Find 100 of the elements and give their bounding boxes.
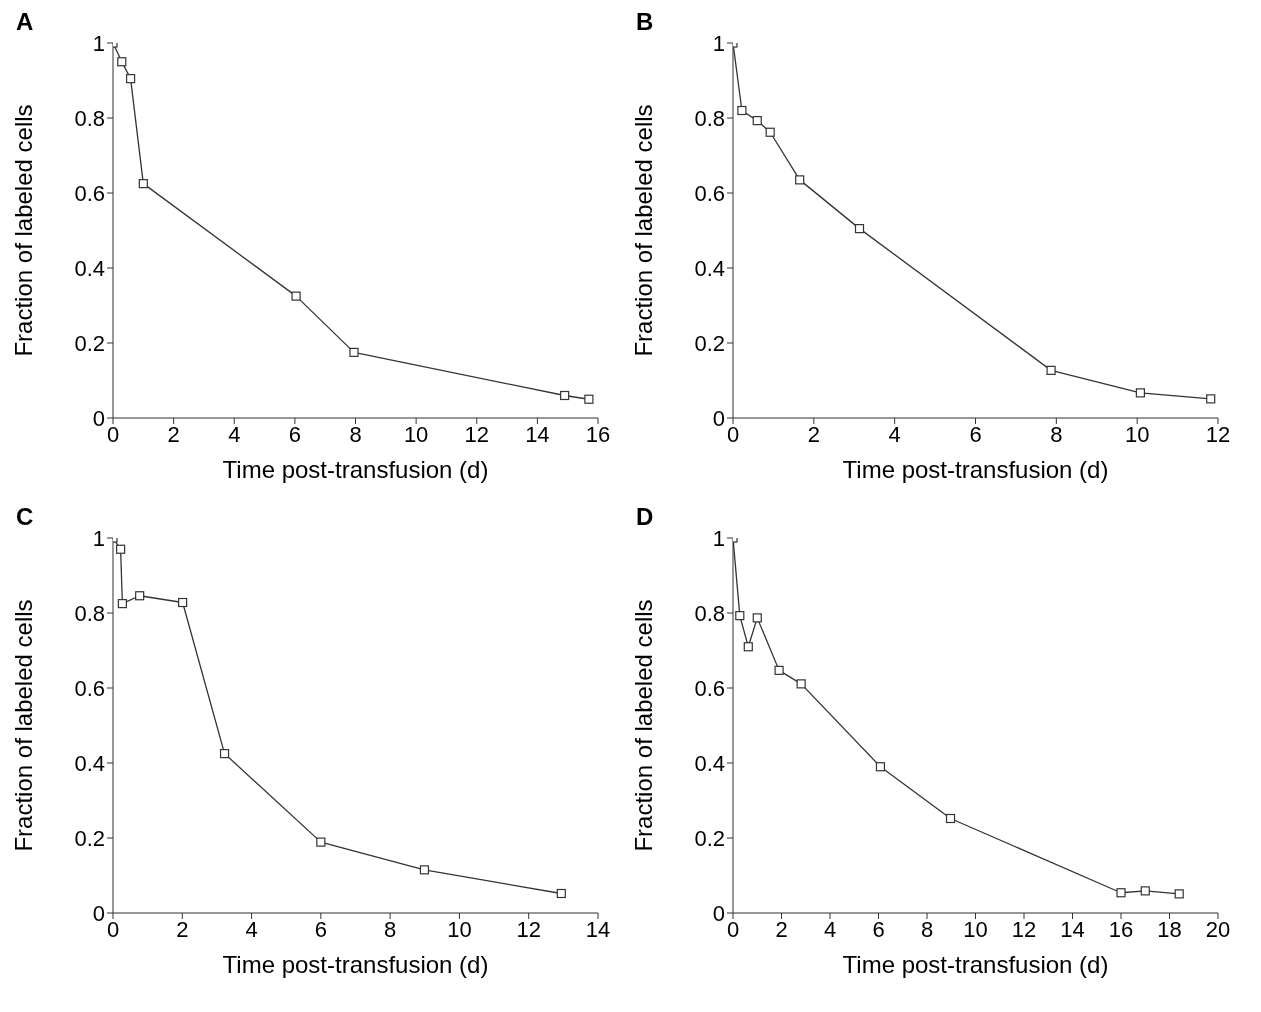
y-tick-label: 0.2 xyxy=(694,330,725,356)
point xyxy=(560,390,570,401)
point xyxy=(774,665,784,675)
x-tick-label: 10 xyxy=(447,916,472,942)
x-tick-label: 2 xyxy=(775,916,788,942)
x-tick-label: 12 xyxy=(464,421,489,447)
point xyxy=(349,347,359,357)
point xyxy=(316,837,326,847)
point xyxy=(138,179,148,189)
x-tick-label: 8 xyxy=(384,916,397,942)
point xyxy=(1140,886,1150,896)
point xyxy=(125,74,136,84)
x-tick-label: 2 xyxy=(176,916,189,942)
point xyxy=(854,224,865,234)
point xyxy=(752,116,762,126)
point xyxy=(743,642,753,652)
y-tick-label: 0.8 xyxy=(74,105,105,131)
point xyxy=(1116,888,1126,898)
y-tick-label: 0.4 xyxy=(694,750,725,776)
x-tick-label: 4 xyxy=(228,421,241,447)
y-tick-label: 0.6 xyxy=(74,180,105,206)
x-tick-label: 10 xyxy=(403,421,429,447)
point xyxy=(116,544,126,554)
y-tick-label: 0.8 xyxy=(74,600,105,626)
y-tick-label: 0.2 xyxy=(694,825,725,851)
x-tick-label: 10 xyxy=(963,916,988,942)
x-axis-title: Time post-transfusion (d) xyxy=(842,456,1109,483)
y-tick-label: 0.4 xyxy=(694,255,725,281)
chart-title: A xyxy=(16,8,34,36)
x-tick-label: 14 xyxy=(1060,916,1085,942)
x-tick-label: 14 xyxy=(525,421,550,447)
point xyxy=(178,597,188,608)
x-tick-label: 16 xyxy=(585,421,611,447)
point xyxy=(945,813,956,824)
x-tick-label: 12 xyxy=(1011,916,1037,942)
y-tick-label: 0 xyxy=(92,405,105,431)
point xyxy=(1174,889,1184,899)
y-tick-label: 1 xyxy=(92,30,105,56)
y-tick-label: 0 xyxy=(712,405,725,431)
point xyxy=(1206,394,1216,404)
x-tick-label: 2 xyxy=(167,421,180,447)
y-tick-label: 0.8 xyxy=(694,600,725,626)
x-tick-label: 10 xyxy=(1124,421,1150,447)
point xyxy=(1135,388,1145,398)
point xyxy=(584,394,594,404)
y-tick-label: 0.6 xyxy=(74,675,105,701)
y-tick-label: 0.4 xyxy=(74,750,105,776)
x-tick-label: 16 xyxy=(1108,916,1134,942)
y-tick-label: 0.2 xyxy=(74,330,105,356)
x-tick-label: 12 xyxy=(516,916,541,942)
point xyxy=(796,679,806,689)
x-tick-label: 8 xyxy=(1050,421,1063,447)
y-tick-label: 0.8 xyxy=(694,105,725,131)
chart-title: B xyxy=(636,8,654,36)
y-tick-label: 0 xyxy=(712,900,725,926)
chart-title: C xyxy=(16,503,34,531)
x-tick-label: 6 xyxy=(969,421,982,447)
y-axis-title: Fraction of labeled cells xyxy=(9,104,37,357)
x-axis-title: Time post-transfusion (d) xyxy=(222,951,489,978)
x-tick-label: 12 xyxy=(1205,421,1231,447)
y-tick-label: 1 xyxy=(92,525,105,551)
y-tick-label: 0.6 xyxy=(694,675,725,701)
point xyxy=(117,57,127,67)
x-tick-label: 4 xyxy=(888,421,901,447)
point xyxy=(291,291,301,301)
x-tick-label: 6 xyxy=(314,916,327,942)
point xyxy=(219,749,230,759)
x-tick-label: 6 xyxy=(288,421,301,447)
y-tick-label: 0.2 xyxy=(74,825,105,851)
point xyxy=(765,127,775,137)
point xyxy=(737,105,747,116)
y-axis-title: Fraction of labeled cells xyxy=(629,599,657,852)
point xyxy=(117,599,127,609)
x-axis-title: Time post-transfusion (d) xyxy=(842,951,1109,978)
point xyxy=(735,611,745,621)
point xyxy=(135,591,145,601)
point xyxy=(875,762,886,772)
y-tick-label: 1 xyxy=(712,30,725,56)
point xyxy=(752,613,762,623)
x-tick-label: 4 xyxy=(245,916,258,942)
x-tick-label: 14 xyxy=(585,916,611,942)
chart-title: D xyxy=(636,503,654,531)
x-tick-label: 6 xyxy=(872,916,885,942)
y-tick-label: 0 xyxy=(92,900,105,926)
point xyxy=(419,865,430,875)
x-tick-label: 4 xyxy=(823,916,837,942)
x-tick-label: 18 xyxy=(1157,916,1182,942)
y-axis-title: Fraction of labeled cells xyxy=(629,104,657,357)
y-axis-title: Fraction of labeled cells xyxy=(9,599,37,852)
y-tick-label: 0.6 xyxy=(694,180,725,206)
y-tick-label: 0.4 xyxy=(74,255,105,281)
point xyxy=(795,175,805,185)
point xyxy=(556,888,566,899)
x-axis-title: Time post-transfusion (d) xyxy=(222,456,489,483)
x-tick-label: 20 xyxy=(1205,916,1231,942)
x-tick-label: 8 xyxy=(349,421,362,447)
point xyxy=(1046,365,1056,375)
x-tick-label: 8 xyxy=(920,916,934,942)
x-tick-label: 2 xyxy=(807,421,820,447)
y-tick-label: 1 xyxy=(712,525,725,551)
